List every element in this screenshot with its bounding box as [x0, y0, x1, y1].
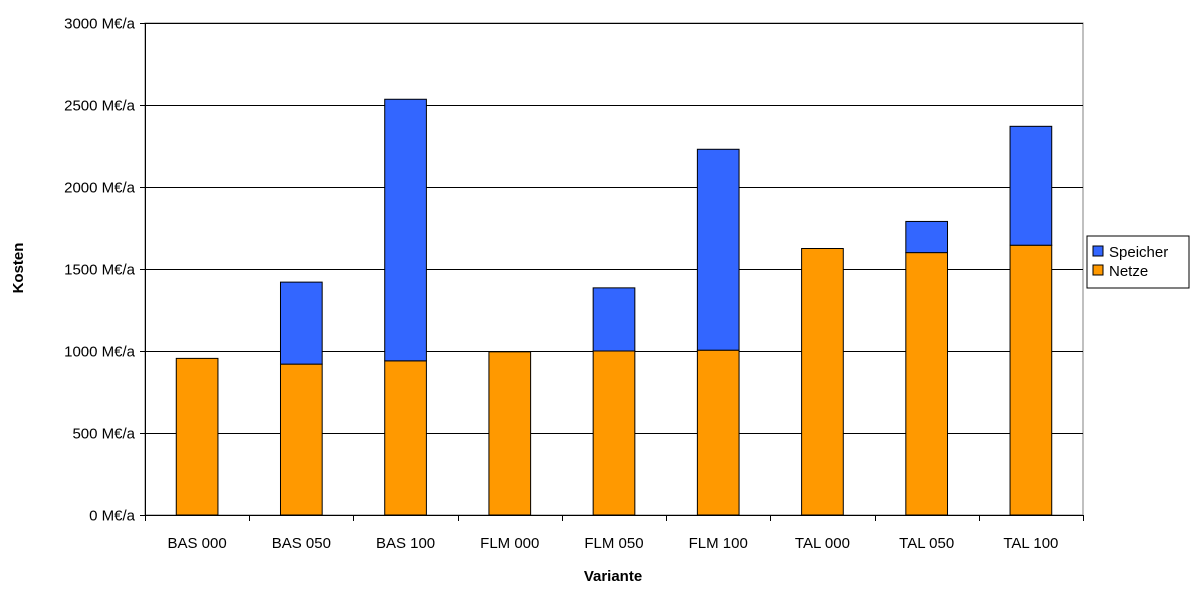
bar-speicher-bas-050 — [279, 281, 323, 365]
legend-box — [1086, 235, 1190, 289]
bar-netze-tal-100 — [1009, 244, 1053, 516]
bars — [175, 98, 1053, 516]
x-tick-label: FLM 050 — [584, 535, 643, 552]
y-tick-label: 0 M€/a — [89, 508, 136, 525]
y-tick-label: 1500 M€/a — [64, 262, 136, 279]
bar-netze-bas-100 — [384, 360, 427, 516]
bar-netze-bas-050 — [279, 363, 323, 516]
y-tick-label: 2000 M€/a — [64, 180, 136, 197]
y-axis-title: Kosten — [10, 243, 27, 294]
y-tick-label: 2500 M€/a — [64, 98, 136, 115]
x-tick-label: FLM 000 — [480, 535, 539, 552]
x-tick-label: TAL 000 — [795, 535, 850, 552]
bar-netze-flm-100 — [696, 349, 740, 516]
x-tick-label: BAS 100 — [376, 535, 435, 552]
y-tick-label: 3000 M€/a — [64, 16, 136, 33]
legend-swatch-netze — [1092, 264, 1104, 276]
tick-labels: 0 M€/a 500 M€/a 1000 M€/a 1500 M€/a 2000 M€/… — [64, 16, 1058, 553]
bar-netze-flm-050 — [592, 350, 636, 516]
bar-netze-bas-000 — [175, 357, 219, 516]
y-tick-label: 1000 M€/a — [64, 344, 136, 361]
x-axis-title: Variante — [584, 568, 642, 585]
bar-netze-tal-050 — [905, 252, 949, 516]
legend-label-speicher: Speicher — [1109, 244, 1168, 261]
bar-speicher-tal-100 — [1009, 125, 1053, 246]
bar-netze-tal-000 — [801, 248, 844, 516]
x-tick-label: FLM 100 — [689, 535, 748, 552]
bar-speicher-flm-050 — [592, 287, 636, 352]
legend-label-netze: Netze — [1109, 263, 1148, 280]
bar-speicher-flm-100 — [696, 148, 740, 351]
y-tick-label: 500 M€/a — [72, 426, 135, 443]
axes — [140, 23, 1084, 521]
x-tick-label: TAL 050 — [899, 535, 954, 552]
bar-netze-flm-000 — [488, 351, 532, 516]
bar-speicher-bas-100 — [384, 98, 427, 362]
x-tick-label: TAL 100 — [1003, 535, 1058, 552]
legend-swatch-speicher — [1092, 245, 1104, 257]
x-tick-label: BAS 050 — [272, 535, 331, 552]
bar-speicher-tal-050 — [905, 220, 949, 254]
legend: Speicher Netze — [1086, 235, 1190, 289]
x-tick-label: BAS 000 — [168, 535, 227, 552]
